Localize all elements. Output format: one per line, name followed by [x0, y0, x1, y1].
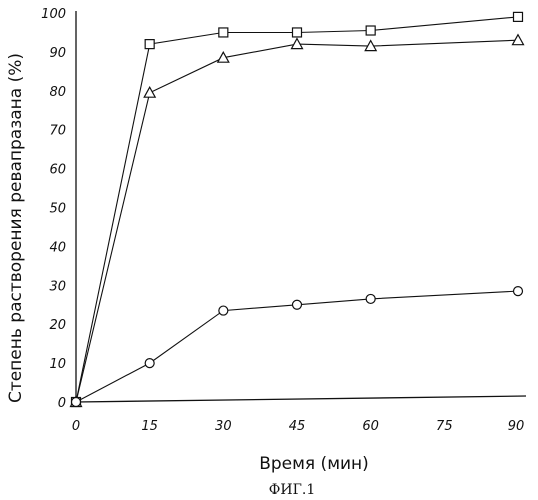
x-tick-label: 15	[141, 419, 158, 434]
figure-caption: ФИГ.1	[269, 482, 315, 498]
circle-marker	[514, 287, 523, 296]
x-tick-label: 30	[215, 419, 232, 434]
square-marker	[219, 28, 228, 37]
y-tick-label: 60	[49, 163, 66, 178]
y-tick-label: 10	[49, 357, 66, 372]
series-triangle	[71, 35, 524, 407]
x-tick-label: 45	[289, 419, 306, 434]
circle-marker	[72, 398, 81, 407]
series-circle	[72, 287, 523, 407]
square-marker	[293, 28, 302, 37]
square-marker	[145, 40, 154, 49]
x-axis-line	[76, 396, 526, 402]
y-axis-title: Степень растворения ревапразана (%)	[6, 53, 26, 403]
x-tick-label: 0	[72, 419, 80, 434]
y-tick-label: 30	[49, 279, 66, 294]
y-tick-label: 80	[49, 85, 66, 100]
circle-marker	[219, 306, 228, 315]
series-line-square	[76, 17, 518, 402]
x-tick-label: 60	[362, 419, 379, 434]
series-square	[72, 12, 523, 406]
circle-marker	[293, 300, 302, 309]
series-line-triangle	[76, 40, 518, 402]
y-tick-label: 0	[58, 396, 66, 411]
series-group	[71, 12, 524, 406]
y-tick-label: 100	[41, 7, 66, 22]
y-tick-label: 70	[49, 124, 66, 139]
x-tick-label: 90	[508, 419, 525, 434]
axes	[76, 11, 526, 402]
y-tick-label: 20	[49, 318, 66, 333]
y-tick-label: 40	[49, 240, 66, 255]
x-tick-label: 75	[436, 419, 453, 434]
triangle-marker	[292, 39, 303, 49]
triangle-marker	[144, 87, 155, 97]
y-tick-label: 50	[49, 202, 66, 217]
circle-marker	[145, 359, 154, 368]
square-marker	[366, 26, 375, 35]
square-marker	[514, 12, 523, 21]
x-axis-title: Время (мин)	[259, 454, 369, 474]
y-tick-label: 90	[49, 46, 66, 61]
triangle-marker	[513, 35, 524, 45]
circle-marker	[366, 294, 375, 303]
